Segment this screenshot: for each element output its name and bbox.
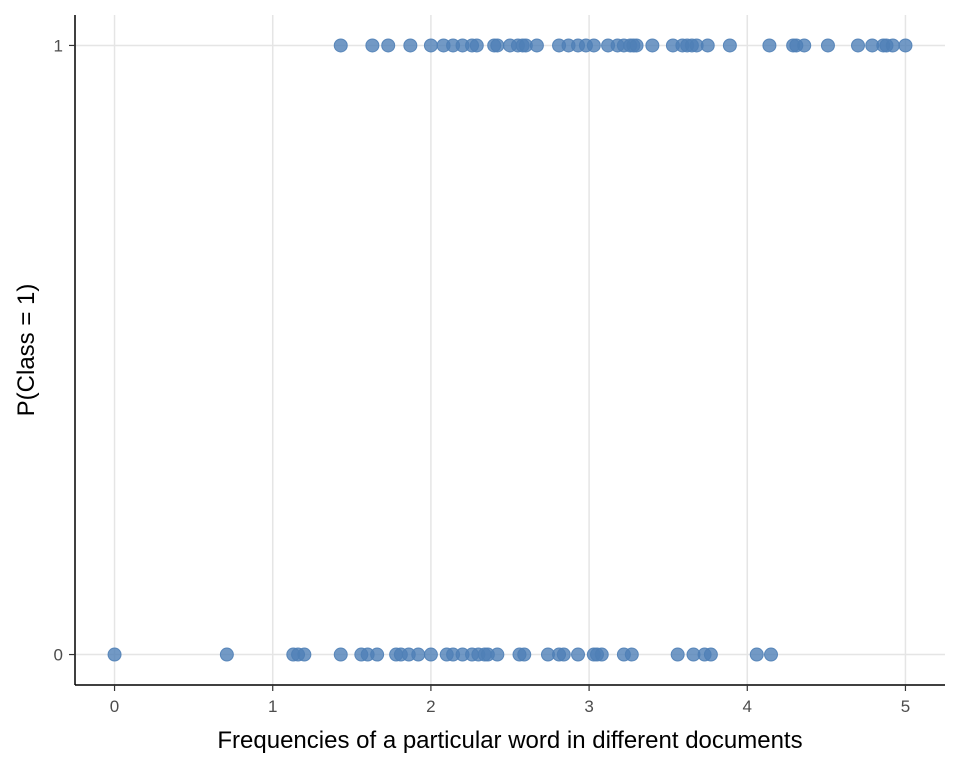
data-point xyxy=(885,38,900,53)
data-point xyxy=(381,38,396,53)
x-axis-title: Frequencies of a particular word in diff… xyxy=(217,727,802,754)
data-point xyxy=(556,647,571,662)
data-point xyxy=(517,647,532,662)
data-point xyxy=(469,38,484,53)
data-point xyxy=(423,38,438,53)
data-point xyxy=(670,647,685,662)
y-axis-title: P(Class = 1) xyxy=(13,284,40,417)
x-tick-label: 5 xyxy=(901,697,910,716)
data-point xyxy=(594,647,609,662)
x-tick-label: 2 xyxy=(426,697,435,716)
data-point xyxy=(797,38,812,53)
data-point xyxy=(629,38,644,53)
data-point xyxy=(219,647,234,662)
data-point xyxy=(529,38,544,53)
data-point xyxy=(703,647,718,662)
data-point xyxy=(365,38,380,53)
data-point xyxy=(411,647,426,662)
data-point xyxy=(898,38,913,53)
data-point xyxy=(423,647,438,662)
x-tick-label: 0 xyxy=(110,697,119,716)
data-point xyxy=(490,38,505,53)
data-point xyxy=(490,647,505,662)
data-point xyxy=(749,647,764,662)
data-point xyxy=(370,647,385,662)
data-point xyxy=(403,38,418,53)
data-point xyxy=(586,38,601,53)
y-tick-label: 1 xyxy=(54,36,63,55)
x-tick-label: 1 xyxy=(268,697,277,716)
data-point xyxy=(297,647,312,662)
data-point xyxy=(764,647,778,662)
data-point xyxy=(700,38,715,53)
data-points xyxy=(107,38,913,662)
data-point xyxy=(571,647,586,662)
data-point xyxy=(851,38,865,53)
data-point xyxy=(333,38,348,53)
axis-ticks: 0 1 2 3 4 5 0 1 xyxy=(54,36,911,716)
data-point xyxy=(645,38,660,53)
x-tick-label: 3 xyxy=(584,697,593,716)
data-point xyxy=(820,38,835,53)
data-point xyxy=(624,647,639,662)
data-point xyxy=(722,38,737,53)
data-point xyxy=(107,647,122,662)
y-tick-label: 0 xyxy=(54,646,63,665)
data-point xyxy=(762,38,777,53)
data-point xyxy=(333,647,348,662)
grid xyxy=(75,15,945,685)
x-tick-label: 4 xyxy=(743,697,752,716)
